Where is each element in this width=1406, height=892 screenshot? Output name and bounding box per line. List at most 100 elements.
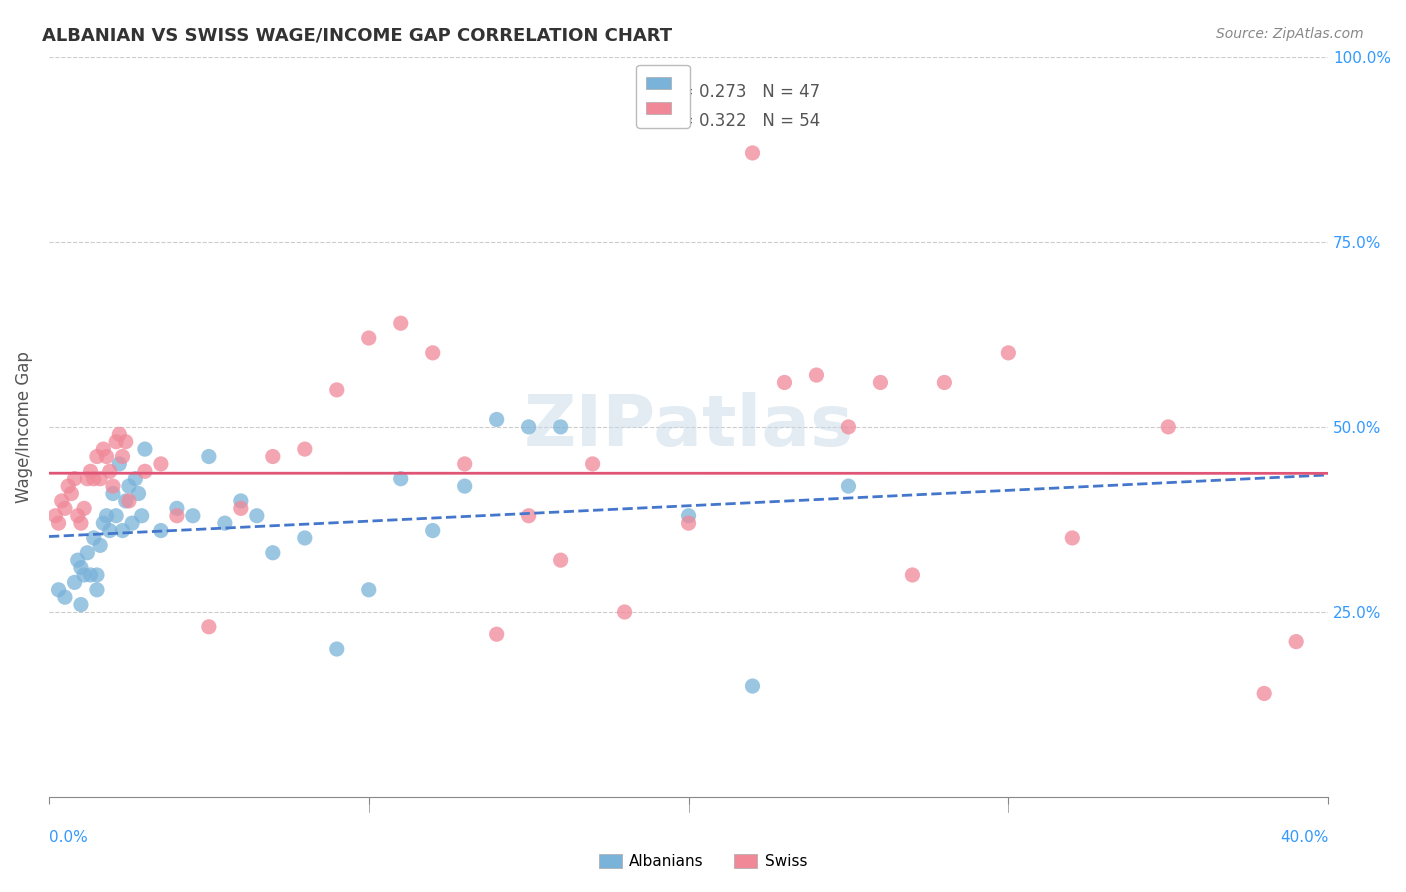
Point — [246, 508, 269, 523]
Point — [485, 412, 508, 426]
Point — [389, 472, 412, 486]
Point — [181, 508, 204, 523]
Point — [131, 508, 153, 523]
Point — [70, 516, 93, 530]
Point — [66, 553, 89, 567]
Point — [89, 472, 111, 486]
Point — [229, 501, 252, 516]
Point — [773, 376, 796, 390]
Point — [124, 472, 146, 486]
Point — [262, 546, 284, 560]
Point — [454, 479, 477, 493]
Point — [79, 464, 101, 478]
Point — [83, 531, 105, 545]
Point — [357, 582, 380, 597]
Point — [121, 516, 143, 530]
Point — [326, 642, 349, 657]
Point — [678, 516, 700, 530]
Point — [96, 450, 118, 464]
Point — [118, 494, 141, 508]
Point — [837, 479, 859, 493]
Point — [149, 524, 172, 538]
Point — [869, 376, 891, 390]
Point — [1285, 634, 1308, 648]
Text: 40.0%: 40.0% — [1279, 830, 1329, 845]
Point — [581, 457, 603, 471]
Point — [806, 368, 828, 382]
Point — [63, 575, 86, 590]
Point — [60, 486, 83, 500]
Point — [134, 442, 156, 456]
Point — [70, 560, 93, 574]
Point — [76, 546, 98, 560]
Point — [114, 434, 136, 449]
Point — [79, 568, 101, 582]
Point — [86, 582, 108, 597]
Point — [53, 590, 76, 604]
Point — [89, 538, 111, 552]
Point — [741, 145, 763, 160]
Point — [422, 524, 444, 538]
Point — [613, 605, 636, 619]
Y-axis label: Wage/Income Gap: Wage/Income Gap — [15, 351, 32, 503]
Point — [111, 450, 134, 464]
Point — [108, 427, 131, 442]
Point — [294, 442, 316, 456]
Text: R = 0.273   N = 47: R = 0.273 N = 47 — [664, 83, 820, 101]
Point — [149, 457, 172, 471]
Point — [86, 450, 108, 464]
Point — [326, 383, 349, 397]
Point — [422, 346, 444, 360]
Point — [357, 331, 380, 345]
Point — [73, 568, 96, 582]
Point — [51, 494, 73, 508]
Point — [48, 582, 70, 597]
Point — [108, 457, 131, 471]
Point — [66, 508, 89, 523]
Legend: , : , — [637, 65, 689, 128]
Point — [485, 627, 508, 641]
Point — [517, 508, 540, 523]
Point — [76, 472, 98, 486]
Point — [105, 508, 128, 523]
Point — [73, 501, 96, 516]
Text: Source: ZipAtlas.com: Source: ZipAtlas.com — [1216, 27, 1364, 41]
Point — [262, 450, 284, 464]
Point — [44, 508, 66, 523]
Text: ALBANIAN VS SWISS WAGE/INCOME GAP CORRELATION CHART: ALBANIAN VS SWISS WAGE/INCOME GAP CORREL… — [42, 27, 672, 45]
Point — [741, 679, 763, 693]
Point — [63, 472, 86, 486]
Point — [678, 508, 700, 523]
Point — [105, 434, 128, 449]
Text: ZIPatlas: ZIPatlas — [523, 392, 853, 461]
Point — [229, 494, 252, 508]
Point — [837, 420, 859, 434]
Point — [550, 420, 572, 434]
Point — [101, 479, 124, 493]
Point — [96, 508, 118, 523]
Point — [517, 420, 540, 434]
Point — [91, 516, 114, 530]
Point — [48, 516, 70, 530]
Point — [128, 486, 150, 500]
Point — [56, 479, 79, 493]
Point — [111, 524, 134, 538]
Point — [1062, 531, 1084, 545]
Point — [86, 568, 108, 582]
Point — [70, 598, 93, 612]
Point — [550, 553, 572, 567]
Text: R = 0.322   N = 54: R = 0.322 N = 54 — [664, 112, 820, 130]
Point — [83, 472, 105, 486]
Point — [134, 464, 156, 478]
Point — [91, 442, 114, 456]
Point — [901, 568, 924, 582]
Point — [166, 508, 188, 523]
Point — [389, 316, 412, 330]
Point — [1253, 686, 1275, 700]
Point — [114, 494, 136, 508]
Point — [101, 486, 124, 500]
Point — [198, 620, 221, 634]
Point — [118, 479, 141, 493]
Point — [98, 524, 121, 538]
Point — [214, 516, 236, 530]
